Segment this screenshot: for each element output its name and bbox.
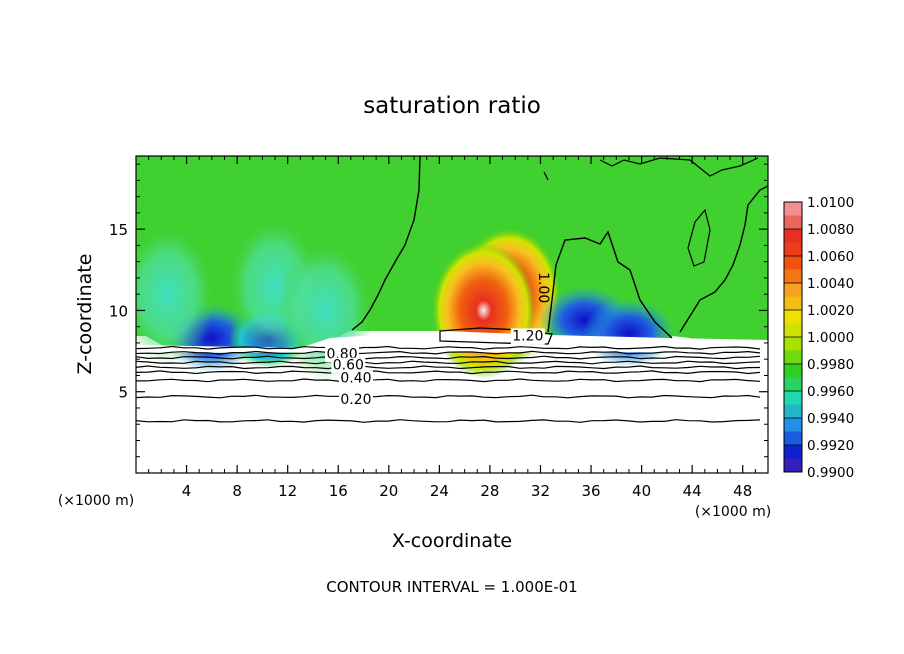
- colorbar-swatch: [784, 283, 802, 310]
- colorbar-label: 0.9960: [807, 384, 854, 400]
- y-tick-label: 10: [109, 302, 128, 320]
- contour-line: [136, 360, 761, 365]
- colorbar-swatch: [784, 445, 802, 472]
- contour-line: [136, 345, 761, 350]
- x-tick-label: 24: [430, 482, 449, 500]
- x-tick-label: 20: [379, 482, 398, 500]
- colorbar-blend: [784, 458, 802, 472]
- colorbar-label: 0.9980: [807, 357, 854, 373]
- x-tick-label: 4: [182, 482, 192, 500]
- colorbar-label: 1.0060: [807, 249, 854, 265]
- colorbar-swatch: [784, 364, 802, 391]
- colorbar-blend: [784, 242, 802, 256]
- y-tick-label: 5: [118, 384, 128, 402]
- plot-area: 1.001.200.800.600.400.20: [136, 156, 768, 473]
- contour-1.00-west: [351, 156, 421, 331]
- contour-label-bg: [510, 328, 545, 345]
- contour-line: [136, 419, 761, 423]
- x-tick-label: 48: [733, 482, 752, 500]
- contour-1.00-east: [547, 185, 768, 339]
- contour-line: [136, 355, 761, 360]
- x-tick-label: 28: [480, 482, 499, 500]
- contour-line: [136, 350, 761, 355]
- contour-label: 1.20: [512, 328, 543, 344]
- colorbar-label: 1.0020: [807, 303, 854, 319]
- y-axis-label: Z-coordinate: [74, 254, 96, 375]
- contour-label: 0.60: [333, 358, 364, 374]
- x-tick-label: 8: [232, 482, 242, 500]
- field-feature-6: [136, 224, 216, 365]
- colorbar-blend: [784, 404, 802, 418]
- colorbar: 1.0100 1.0080 1.0060 1.0040 1.0020 1.0000 0.99…: [783, 195, 854, 481]
- contour-label: 1.00: [535, 272, 551, 303]
- x-tick-label: 12: [278, 482, 297, 500]
- x-tick-label: 40: [632, 482, 651, 500]
- colorbar-label: 1.0080: [807, 222, 854, 238]
- contour-1.00-top: [543, 157, 759, 181]
- colorbar-blend: [784, 296, 802, 310]
- colorbar-label: 0.9900: [807, 465, 854, 481]
- contour-line: [136, 365, 761, 370]
- colorbar-blend: [784, 431, 802, 445]
- contour-line: [136, 378, 761, 383]
- colorbar-label: 0.9920: [807, 438, 854, 454]
- x-tick-label: 32: [531, 482, 550, 500]
- chart-title: saturation ratio: [363, 93, 541, 119]
- contour-line: [136, 370, 761, 375]
- colorbar-swatch: [784, 202, 802, 229]
- colorbar-swatch: [784, 391, 802, 418]
- colorbar-swatch: [784, 418, 802, 445]
- colorbar-label: 0.9940: [807, 411, 854, 427]
- colorbar-swatch: [784, 337, 802, 364]
- colorbar-blend: [784, 269, 802, 283]
- colorbar-swatch: [784, 229, 802, 256]
- colorbar-swatch: [784, 310, 802, 337]
- colorbar-label: 1.0000: [807, 330, 854, 346]
- y-axis-unit: (×1000 m): [58, 493, 134, 509]
- contour-label-bg: [338, 370, 373, 387]
- colorbar-blend: [784, 377, 802, 391]
- x-tick-label: 44: [683, 482, 702, 500]
- colorbar-label: 1.0100: [807, 195, 854, 211]
- colorbar-blend: [784, 215, 802, 229]
- colorbar-label: 1.0040: [807, 276, 854, 292]
- contour-label-bg: [338, 391, 373, 408]
- x-tick-label: 16: [329, 482, 348, 500]
- contour-label: 0.20: [340, 392, 371, 408]
- x-axis-unit: (×1000 m): [695, 504, 771, 520]
- contour-label-bg: [331, 357, 366, 374]
- contour-line: [136, 394, 761, 399]
- contour-label: 0.40: [340, 371, 371, 387]
- colorbar-blend: [784, 350, 802, 364]
- contour-1.00-island: [687, 208, 711, 267]
- colorbar-blend: [784, 323, 802, 337]
- x-axis-label: X-coordinate: [392, 530, 512, 552]
- y-tick-label: 15: [109, 221, 128, 239]
- x-tick-label: 36: [581, 482, 600, 500]
- colorbar-swatch: [784, 256, 802, 283]
- contour-1.20: [439, 327, 553, 345]
- contour-interval-note: CONTOUR INTERVAL = 1.000E-01: [326, 578, 577, 596]
